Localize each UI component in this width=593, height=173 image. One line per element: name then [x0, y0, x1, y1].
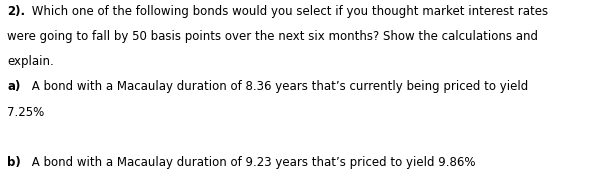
Text: b): b)	[7, 156, 21, 169]
Text: 2).: 2).	[7, 5, 25, 18]
Text: A bond with a Macaulay duration of 9.23 years that’s priced to yield 9.86%: A bond with a Macaulay duration of 9.23 …	[28, 156, 476, 169]
Text: 7.25%: 7.25%	[7, 106, 44, 119]
Text: A bond with a Macaulay duration of 8.36 years that’s currently being priced to y: A bond with a Macaulay duration of 8.36 …	[28, 80, 529, 93]
Text: explain.: explain.	[7, 55, 54, 68]
Text: were going to fall by 50 basis points over the next six months? Show the calcula: were going to fall by 50 basis points ov…	[7, 30, 538, 43]
Text: a): a)	[7, 80, 21, 93]
Text: Which one of the following bonds would you select if you thought market interest: Which one of the following bonds would y…	[28, 5, 549, 18]
